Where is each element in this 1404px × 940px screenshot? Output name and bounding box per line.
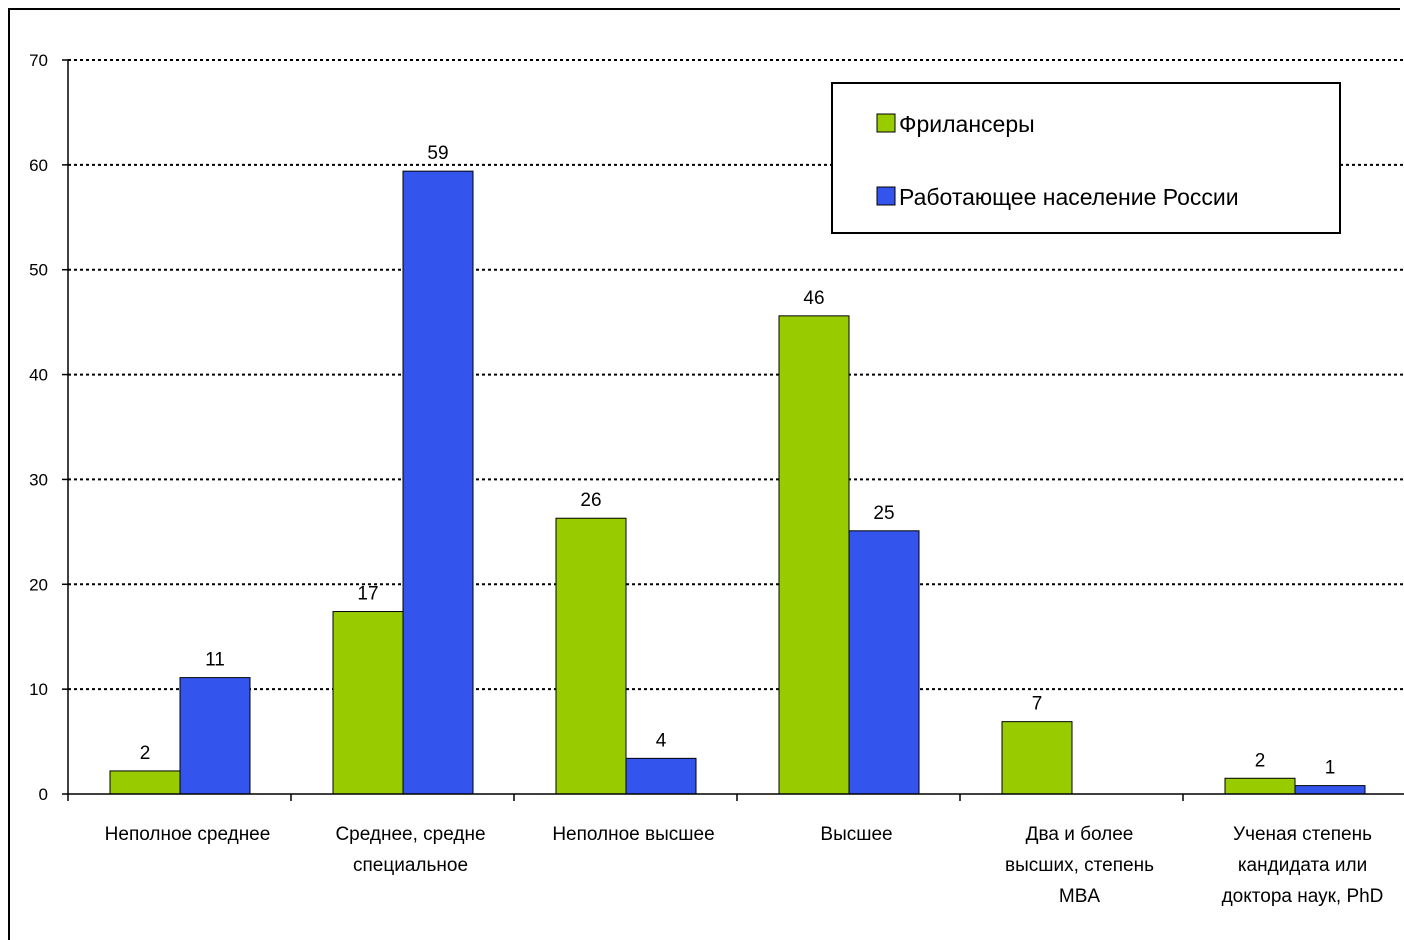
y-tick-label: 20 [29,575,48,594]
data-label: 26 [580,490,601,511]
data-label: 25 [873,503,894,524]
legend-label: Работающее население России [899,184,1239,210]
data-label: 11 [205,650,225,671]
y-tick-label: 40 [29,366,48,385]
data-labels: 2 17 26 46 7 2 11 59 4 25 1 [140,143,1336,778]
data-label: 1 [1325,758,1336,779]
bar-working-population [1294,785,1366,795]
y-tick-label: 30 [29,470,48,489]
bar-freelancers [1001,721,1073,795]
axes: 0 10 20 30 40 50 60 70 Неполное среднее Среднее, … [29,51,1404,907]
y-tick-label: 50 [29,261,48,280]
x-category-label: Неполное высшее [552,824,714,845]
y-tick-label: 10 [29,680,48,699]
bar-freelancers [778,315,850,795]
legend-label: Фрилансеры [899,111,1035,137]
bar-freelancers [1224,777,1296,795]
legend-swatch [876,113,896,133]
legend: Фрилансеры Работающее население России [831,82,1341,234]
bar-freelancers [109,770,181,795]
legend-box [831,82,1341,234]
y-tick-label: 0 [39,785,48,804]
data-label: 7 [1032,694,1043,715]
data-label: 17 [357,584,378,605]
bar-working-population [625,757,697,795]
x-category-label: Высшее [820,824,892,845]
gridlines [68,59,1404,691]
x-category-label: Среднее, средне специальное [335,824,485,876]
bar-working-population [179,677,251,795]
data-label: 59 [427,143,448,164]
data-label: 2 [140,743,151,764]
bar-working-population [402,170,474,795]
bars [109,170,1366,795]
bar-working-population [848,530,920,795]
bar-freelancers [332,611,404,795]
chart-frame [8,8,1400,940]
x-category-label: Ученая степень кандидата или доктора наук,… [1222,824,1384,907]
y-tick-label: 70 [29,51,48,70]
legend-swatch [876,186,896,206]
x-category-label: Два и более высших, степень MBA [1005,824,1154,907]
data-label: 2 [1255,750,1266,771]
x-category-label: Неполное среднее [105,824,271,845]
data-label: 4 [656,730,667,751]
bar-freelancers [555,517,627,795]
data-label: 46 [803,288,824,309]
y-tick-label: 60 [29,156,48,175]
